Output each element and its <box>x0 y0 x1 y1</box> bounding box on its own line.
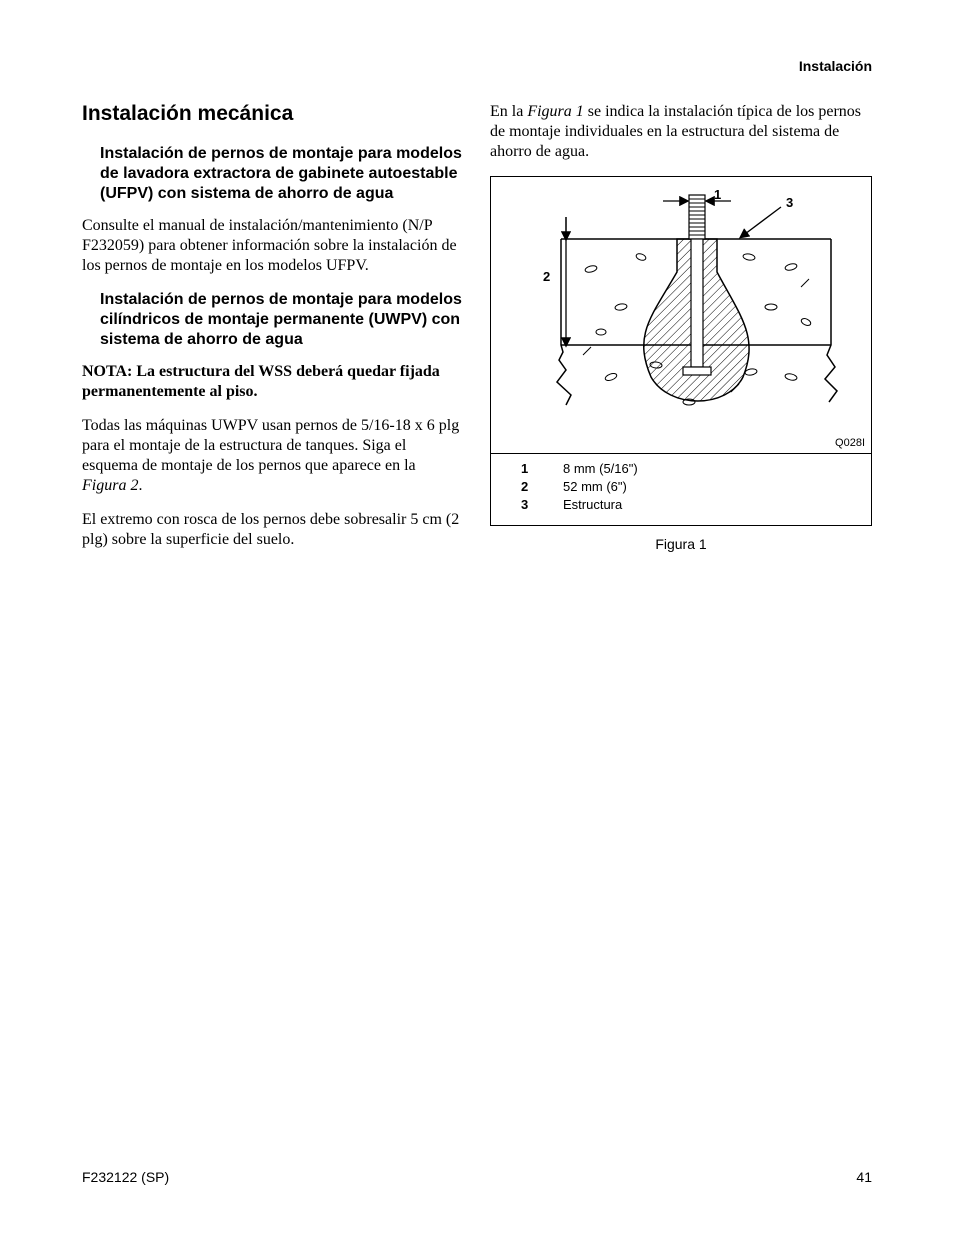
callout-3: 3 <box>786 195 793 210</box>
paragraph-uwpv-bolts: Todas las máquinas UWPV usan pernos de 5… <box>82 416 464 496</box>
paragraph-thread-protrusion: El extremo con rosca de los pernos debe … <box>82 510 464 550</box>
text-run: Todas las máquinas UWPV usan pernos de 5… <box>82 417 459 474</box>
figure-1-diagram: 1 3 2 <box>491 177 871 435</box>
figure-reference: Figura 2 <box>82 477 138 494</box>
figure-legend: 1 8 mm (5/16") 2 52 mm (6") 3 Estructura <box>491 453 871 525</box>
paragraph-figure-intro: En la Figura 1 se indica la instalación … <box>490 102 872 162</box>
text-run: En la <box>490 103 527 120</box>
columns: Instalación mecánica Instalación de pern… <box>82 102 872 564</box>
legend-row: 2 52 mm (6") <box>521 478 861 496</box>
legend-key: 1 <box>521 460 563 478</box>
figure-caption: Figura 1 <box>490 536 872 552</box>
doc-number: F232122 (SP) <box>82 1169 169 1185</box>
figure-reference: Figura 1 <box>527 103 583 120</box>
page-title: Instalación mecánica <box>82 102 464 126</box>
bolt-diagram-svg <box>491 177 871 435</box>
subhead-uwpv: Instalación de pernos de montaje para mo… <box>100 290 464 350</box>
callout-1: 1 <box>714 187 721 202</box>
paragraph-ufpv: Consulte el manual de instalación/manten… <box>82 216 464 276</box>
figure-code: Q028I <box>491 435 871 453</box>
page-footer: F232122 (SP) 41 <box>82 1169 872 1185</box>
subhead-ufpv: Instalación de pernos de montaje para mo… <box>100 144 464 204</box>
right-column: En la Figura 1 se indica la instalación … <box>490 102 872 564</box>
page: Instalación Instalación mecánica Instala… <box>0 0 954 1235</box>
page-number: 41 <box>856 1169 872 1185</box>
legend-key: 3 <box>521 496 563 514</box>
note-wss: NOTA: La estructura del WSS deberá queda… <box>82 362 464 402</box>
legend-row: 1 8 mm (5/16") <box>521 460 861 478</box>
legend-key: 2 <box>521 478 563 496</box>
legend-value: 52 mm (6") <box>563 478 627 496</box>
callout-2: 2 <box>543 269 550 284</box>
legend-value: 8 mm (5/16") <box>563 460 638 478</box>
legend-value: Estructura <box>563 496 622 514</box>
left-column: Instalación mecánica Instalación de pern… <box>82 102 464 564</box>
text-run: . <box>138 477 142 494</box>
figure-1-box: 1 3 2 Q028I 1 8 mm (5/16") 2 52 mm (6") <box>490 176 872 526</box>
running-header: Instalación <box>82 58 872 74</box>
legend-row: 3 Estructura <box>521 496 861 514</box>
